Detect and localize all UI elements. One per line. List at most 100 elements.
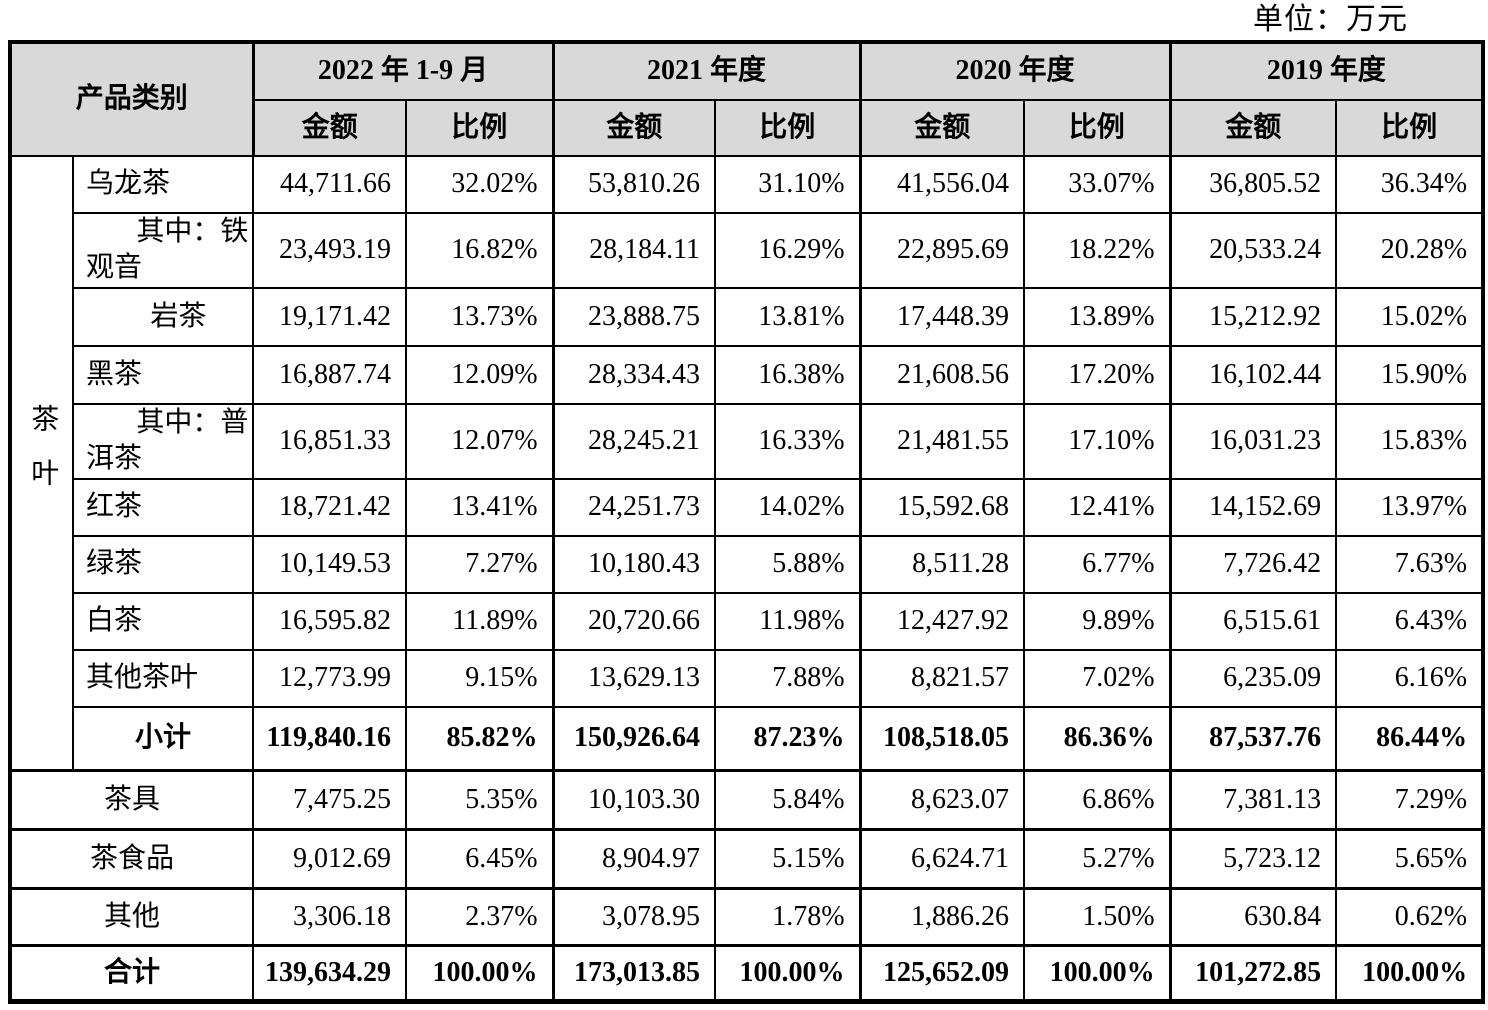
amount-cell: 108,518.05 [858,705,1026,772]
ratio-cell: 13.73% [405,286,555,347]
ratio-cell: 15.02% [1335,286,1485,347]
row-label: 岩茶 [71,286,255,347]
ratio-cell: 7.88% [714,648,862,708]
amount-cell: 16,031.23 [1168,402,1338,480]
row-label: 绿茶 [71,534,255,594]
table-row: 茶叶 乌龙茶 44,711.66 32.02% 53,810.26 31.10%… [9,155,1485,772]
amount-cell: 5,723.12 [1168,828,1338,890]
amount-cell: 16,595.82 [252,591,408,651]
amount-cell: 630.84 [1168,887,1338,947]
row-label: 茶具 [8,769,255,831]
ratio-cell: 11.98% [714,591,862,651]
amount-cell: 18,721.42 [252,477,408,537]
header-period-2021: 2021 年度 [551,41,862,101]
amount-cell: 21,481.55 [858,402,1026,480]
amount-cell: 14,152.69 [1168,477,1338,537]
amount-cell: 16,102.44 [1168,344,1338,405]
table-row: 岩茶 19,171.42 13.73% 23,888.75 13.81% 17,… [10,286,1485,347]
ratio-cell: 2.37% [405,887,555,947]
table-row: 茶食品 9,012.69 6.45% 8,904.97 5.15% 6,624.… [8,828,1485,890]
table-row: 绿茶 10,149.53 7.27% 10,180.43 5.88% 8,511… [10,534,1485,594]
amount-cell: 7,475.25 [252,769,408,831]
row-label: 红茶 [71,477,255,537]
amount-cell: 23,888.75 [551,286,717,347]
ratio-cell: 100.00% [1335,944,1485,1003]
ratio-cell: 13.89% [1023,286,1172,347]
amount-cell: 16,887.74 [252,344,408,405]
table-row: 黑茶 16,887.74 12.09% 28,334.43 16.38% 21,… [10,344,1485,405]
header-ratio-2021: 比例 [714,99,862,157]
row-label: 乌龙茶 [71,155,255,214]
revenue-by-product-table: 产品类别 2022 年 1-9 月 2021 年度 2020 年度 2019 年… [8,40,1486,1005]
amount-cell: 6,624.71 [858,828,1026,890]
amount-cell: 16,851.33 [252,402,408,480]
amount-cell: 3,306.18 [252,887,408,947]
header-amount-2019: 金额 [1168,99,1338,157]
amount-cell: 19,171.42 [252,286,408,347]
amount-cell: 22,895.69 [858,212,1026,289]
ratio-cell: 7.27% [405,534,555,594]
amount-cell: 28,334.43 [551,344,717,405]
ratio-cell: 5.84% [714,769,862,831]
ratio-cell: 15.83% [1335,402,1485,480]
table-row: 其他 3,306.18 2.37% 3,078.95 1.78% 1,886.2… [8,887,1485,947]
ratio-cell: 36.34% [1335,155,1485,214]
header-ratio-2020: 比例 [1023,99,1172,157]
amount-cell: 8,904.97 [551,828,717,890]
amount-cell: 9,012.69 [252,828,408,890]
ratio-cell: 100.00% [714,944,862,1003]
header-ratio-2022: 比例 [405,99,555,157]
amount-cell: 12,773.99 [252,648,408,708]
ratio-cell: 86.44% [1335,705,1485,772]
ratio-cell: 5.88% [714,534,862,594]
row-label: 其中：普 洱茶 [71,402,255,480]
amount-cell: 1,886.26 [858,887,1026,947]
ratio-cell: 16.29% [714,212,862,289]
ratio-cell: 32.02% [405,155,555,214]
amount-cell: 3,078.95 [551,887,717,947]
table-row-total: 合计 139,634.29 100.00% 173,013.85 100.00%… [8,944,1485,1003]
row-label: 其中：铁 观音 [71,212,255,289]
ratio-cell: 12.07% [405,402,555,480]
amount-cell: 7,726.42 [1168,534,1338,594]
ratio-cell: 7.29% [1335,769,1485,831]
ratio-cell: 6.16% [1335,648,1485,708]
amount-cell: 21,608.56 [858,344,1026,405]
row-label: 茶食品 [8,828,255,890]
table-row: 其中：铁 观音 23,493.19 16.82% 28,184.11 16.29… [10,212,1485,289]
amount-cell: 150,926.64 [551,705,717,772]
ratio-cell: 13.97% [1335,477,1485,537]
header-ratio-2019: 比例 [1335,99,1485,157]
ratio-cell: 31.10% [714,155,862,214]
table-row: 白茶 16,595.82 11.89% 20,720.66 11.98% 12,… [10,591,1485,651]
ratio-cell: 12.09% [405,344,555,405]
ratio-cell: 17.20% [1023,344,1172,405]
amount-cell: 8,623.07 [858,769,1026,831]
amount-cell: 101,272.85 [1168,944,1338,1003]
ratio-cell: 86.36% [1023,705,1172,772]
amount-cell: 53,810.26 [551,155,717,214]
ratio-cell: 100.00% [1023,944,1172,1003]
tea-group-cell: 茶叶 [9,155,74,772]
amount-cell: 24,251.73 [551,477,717,537]
ratio-cell: 6.43% [1335,591,1485,651]
ratio-cell: 16.33% [714,402,862,480]
ratio-cell: 87.23% [714,705,862,772]
amount-cell: 23,493.19 [252,212,408,289]
amount-cell: 10,180.43 [551,534,717,594]
ratio-cell: 6.86% [1023,769,1172,831]
amount-cell: 8,821.57 [858,648,1026,708]
ratio-cell: 6.77% [1023,534,1172,594]
row-label: 小计 [71,705,255,772]
row-label: 合计 [8,944,255,1003]
amount-cell: 8,511.28 [858,534,1026,594]
ratio-cell: 17.10% [1023,402,1172,480]
amount-cell: 87,537.76 [1168,705,1338,772]
table-row: 红茶 18,721.42 13.41% 24,251.73 14.02% 15,… [10,477,1485,537]
ratio-cell: 11.89% [405,591,555,651]
ratio-cell: 0.62% [1335,887,1485,947]
row-label: 白茶 [71,591,255,651]
amount-cell: 28,184.11 [551,212,717,289]
amount-cell: 15,212.92 [1168,286,1338,347]
header-row-measures: 金额 比例 金额 比例 金额 比例 金额 比例 [10,99,1485,157]
